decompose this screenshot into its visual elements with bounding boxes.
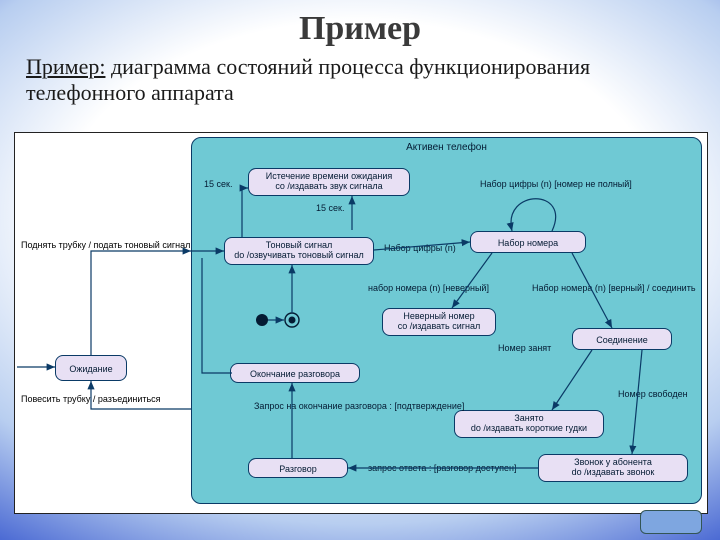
subtitle-rest: диаграмма состояний процесса функциониро… — [26, 54, 590, 105]
subtitle-lead: Пример: — [26, 54, 105, 79]
slide-subtitle: Пример: диаграмма состояний процесса фун… — [0, 48, 720, 106]
slide-title: Пример — [0, 0, 720, 48]
outer-arrows — [15, 133, 707, 513]
slide-number-box — [640, 510, 702, 534]
state-diagram: Ожидание Поднять трубку / подать тоновый… — [14, 132, 708, 514]
slide: Пример Пример: диаграмма состояний проце… — [0, 0, 720, 540]
